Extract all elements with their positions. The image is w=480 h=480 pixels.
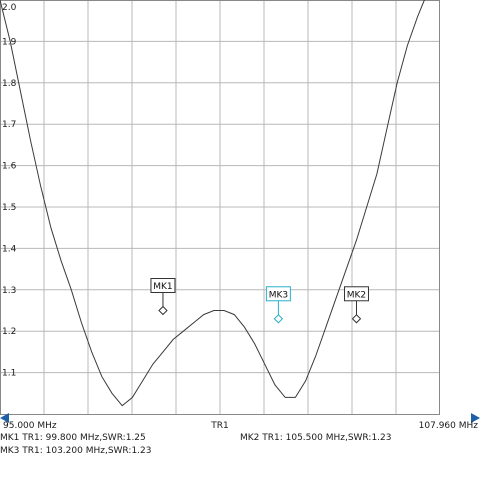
y-tick-label: 2.0: [2, 3, 17, 13]
marker-tag-label: MK3: [269, 290, 288, 300]
marker-diamond-icon: [273, 314, 284, 324]
marker-readout-mk2: MK2 TR1: 105.500 MHz,SWR:1.23: [240, 433, 392, 443]
marker-mk2[interactable]: MK2: [343, 286, 369, 324]
marker-tag-box: [265, 286, 291, 302]
y-tick-label: 1.9: [2, 37, 17, 47]
scroll-left-arrow-icon[interactable]: [0, 413, 9, 423]
swr-trace-line: [0, 0, 425, 407]
y-tick-label: 1.8: [2, 79, 17, 89]
marker-readout-mk3: MK3 TR1: 103.200 MHz,SWR:1.23: [0, 446, 152, 456]
x-start-label: 95.000 MHz: [3, 421, 57, 431]
x-end-label: 107.960 MHz: [419, 421, 479, 431]
marker-readout-mk1: MK1 TR1: 99.800 MHz,SWR:1.25: [0, 433, 146, 443]
x-axis-layer: 95.000 MHz TR1 107.960 MHz: [0, 413, 480, 431]
y-tick-label: 1.1: [2, 369, 16, 379]
scroll-right-arrow-icon[interactable]: [471, 413, 480, 423]
y-tick-label: 1.2: [2, 327, 16, 337]
plot-frame: [0, 0, 440, 415]
marker-layer: MK1 MK3 MK2: [150, 278, 369, 324]
trace-label: TR1: [210, 421, 228, 431]
y-tick-label: 1.3: [2, 286, 16, 296]
y-tick-label: 1.4: [2, 244, 17, 254]
plot-grid: [0, 0, 440, 414]
marker-mk1[interactable]: MK1: [150, 278, 176, 316]
y-tick-label: 1.5: [2, 203, 16, 213]
marker-tag-label: MK1: [153, 282, 172, 292]
marker-mk3[interactable]: MK3: [265, 286, 291, 324]
y-tick-labels: 1.1 1.2 1.3 1.4 1.5 1.6 1.7 1.8 1.9 2.0: [2, 3, 17, 379]
y-tick-label: 1.7: [2, 120, 16, 130]
marker-tag-box: [343, 286, 369, 302]
y-tick-label: 1.6: [2, 162, 17, 172]
marker-tag-box: [150, 278, 176, 293]
marker-tag-label: MK2: [347, 290, 366, 300]
marker-diamond-icon: [158, 305, 168, 316]
marker-diamond-icon: [351, 314, 362, 324]
